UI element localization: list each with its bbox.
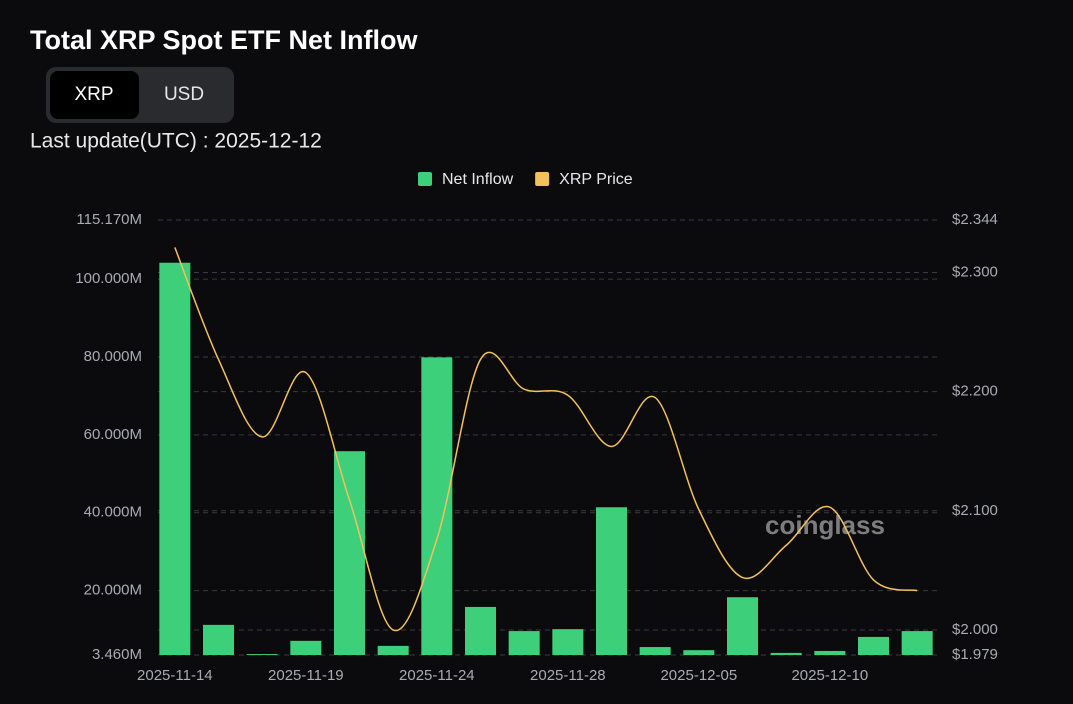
y-tick-label: 60.000M	[84, 426, 142, 443]
bar	[683, 650, 715, 655]
y-tick-label: 115.170M	[76, 211, 142, 228]
bar	[334, 451, 365, 655]
bar	[814, 650, 846, 655]
x-tick-label: 2025-11-14	[137, 667, 213, 684]
x-tick-label: 2025-11-19	[268, 667, 344, 684]
bar	[508, 631, 540, 655]
last-update: Last update(UTC) : 2025-12-12	[30, 130, 322, 153]
y2-tick-label: $2.200	[952, 383, 998, 400]
y2-tick-label: $2.100	[952, 502, 998, 519]
toggle-selected[interactable]	[50, 71, 139, 119]
title: Total XRP Spot ETF Net Inflow	[30, 25, 418, 55]
legend-swatch	[418, 172, 432, 186]
bar	[727, 597, 758, 655]
bar	[421, 357, 453, 655]
bar	[639, 647, 671, 655]
x-tick-label: 2025-12-10	[791, 667, 868, 684]
x-tick-label: 2025-11-24	[399, 667, 475, 684]
bar	[290, 640, 322, 655]
y2-tick-label: $2.300	[952, 263, 998, 280]
y2-tick-label: $1.979	[952, 646, 998, 663]
bar	[770, 652, 802, 655]
bar	[377, 645, 409, 655]
y2-tick-label: $2.000	[952, 621, 998, 638]
bar	[901, 631, 933, 655]
bar	[159, 262, 191, 655]
x-tick-label: 2025-11-28	[530, 667, 606, 684]
bar	[465, 606, 496, 655]
price-line	[174, 247, 918, 632]
bar	[246, 654, 278, 655]
bar	[203, 624, 234, 655]
y2-tick-label: $2.344	[952, 211, 998, 228]
legend-label: Net Inflow	[442, 171, 514, 188]
y-tick-label: 80.000M	[84, 348, 142, 365]
y-tick-label: 100.000M	[75, 270, 142, 287]
toggle-option[interactable]: USD	[164, 84, 204, 105]
x-tick-label: 2025-12-05	[660, 667, 737, 684]
bar	[552, 629, 584, 655]
y-tick-label: 40.000M	[84, 504, 142, 521]
y-tick-label: 20.000M	[84, 582, 142, 599]
legend-label: XRP Price	[559, 171, 633, 188]
toggle-option[interactable]: XRP	[74, 84, 113, 105]
y-tick-label: 3.460M	[92, 646, 142, 663]
bar	[858, 636, 889, 655]
bar	[596, 507, 627, 655]
legend-swatch	[535, 172, 550, 186]
watermark: coinglass	[765, 510, 885, 540]
